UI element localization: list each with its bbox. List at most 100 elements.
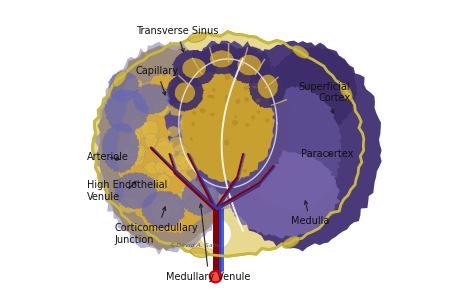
- Text: Corticomedullary
Junction: Corticomedullary Junction: [114, 207, 198, 245]
- Ellipse shape: [210, 113, 215, 117]
- PathPatch shape: [155, 159, 170, 175]
- PathPatch shape: [176, 155, 199, 184]
- PathPatch shape: [228, 45, 271, 84]
- PathPatch shape: [172, 50, 217, 87]
- Circle shape: [210, 270, 222, 283]
- Ellipse shape: [190, 137, 193, 141]
- Ellipse shape: [207, 95, 212, 98]
- PathPatch shape: [167, 126, 179, 137]
- PathPatch shape: [154, 140, 175, 164]
- Ellipse shape: [251, 116, 255, 120]
- PathPatch shape: [114, 172, 158, 210]
- PathPatch shape: [180, 114, 195, 132]
- PathPatch shape: [122, 153, 136, 166]
- PathPatch shape: [98, 45, 235, 251]
- PathPatch shape: [123, 77, 144, 102]
- PathPatch shape: [145, 133, 158, 148]
- Ellipse shape: [243, 169, 247, 172]
- Ellipse shape: [225, 95, 230, 102]
- PathPatch shape: [166, 74, 204, 112]
- Text: High Endothelial
Venule: High Endothelial Venule: [87, 180, 167, 202]
- Ellipse shape: [232, 120, 238, 125]
- Text: Transverse Sinus: Transverse Sinus: [136, 26, 218, 52]
- Ellipse shape: [221, 120, 224, 122]
- PathPatch shape: [164, 164, 182, 177]
- Ellipse shape: [192, 111, 196, 115]
- PathPatch shape: [151, 200, 173, 226]
- Ellipse shape: [244, 86, 249, 90]
- PathPatch shape: [170, 103, 187, 116]
- Ellipse shape: [189, 157, 194, 161]
- PathPatch shape: [210, 50, 234, 67]
- Ellipse shape: [235, 115, 237, 119]
- Ellipse shape: [224, 140, 229, 146]
- PathPatch shape: [175, 82, 195, 103]
- Text: ©David A. Sabo: ©David A. Sabo: [170, 244, 220, 249]
- Text: Arteriole: Arteriole: [87, 152, 128, 162]
- PathPatch shape: [237, 55, 261, 75]
- Ellipse shape: [245, 97, 249, 102]
- Ellipse shape: [257, 110, 260, 114]
- PathPatch shape: [160, 196, 181, 219]
- Ellipse shape: [255, 99, 261, 102]
- PathPatch shape: [104, 89, 149, 133]
- PathPatch shape: [117, 74, 223, 234]
- PathPatch shape: [141, 190, 185, 229]
- PathPatch shape: [164, 41, 291, 197]
- Ellipse shape: [253, 86, 256, 88]
- PathPatch shape: [189, 180, 200, 190]
- PathPatch shape: [182, 64, 275, 183]
- Ellipse shape: [292, 46, 309, 58]
- PathPatch shape: [95, 41, 241, 255]
- PathPatch shape: [144, 161, 160, 175]
- Ellipse shape: [211, 95, 215, 99]
- PathPatch shape: [128, 114, 149, 140]
- Ellipse shape: [200, 108, 206, 113]
- PathPatch shape: [169, 154, 190, 172]
- PathPatch shape: [200, 43, 244, 75]
- PathPatch shape: [171, 144, 189, 165]
- Ellipse shape: [225, 73, 230, 80]
- PathPatch shape: [92, 32, 364, 256]
- Ellipse shape: [265, 119, 270, 122]
- PathPatch shape: [180, 115, 197, 130]
- Ellipse shape: [200, 218, 231, 249]
- PathPatch shape: [212, 41, 382, 251]
- PathPatch shape: [108, 71, 139, 103]
- Text: Paracortex: Paracortex: [301, 149, 354, 159]
- PathPatch shape: [152, 99, 172, 117]
- Ellipse shape: [113, 71, 127, 87]
- PathPatch shape: [257, 75, 278, 99]
- Text: Superficial
Cortex: Superficial Cortex: [299, 82, 350, 114]
- PathPatch shape: [181, 178, 219, 217]
- PathPatch shape: [177, 145, 199, 171]
- PathPatch shape: [191, 117, 207, 133]
- PathPatch shape: [125, 92, 142, 106]
- PathPatch shape: [118, 195, 139, 213]
- PathPatch shape: [180, 183, 197, 197]
- PathPatch shape: [132, 83, 170, 115]
- PathPatch shape: [248, 64, 287, 108]
- PathPatch shape: [242, 86, 342, 210]
- PathPatch shape: [101, 123, 140, 174]
- PathPatch shape: [128, 131, 141, 148]
- PathPatch shape: [149, 196, 162, 213]
- Ellipse shape: [191, 248, 209, 257]
- Circle shape: [211, 273, 219, 281]
- Ellipse shape: [283, 237, 300, 248]
- PathPatch shape: [168, 136, 187, 152]
- PathPatch shape: [192, 145, 214, 160]
- Ellipse shape: [340, 83, 352, 100]
- PathPatch shape: [132, 143, 146, 158]
- PathPatch shape: [174, 192, 188, 202]
- PathPatch shape: [227, 150, 340, 238]
- Text: Medulla: Medulla: [291, 201, 329, 226]
- Text: Medullary Venule: Medullary Venule: [166, 204, 251, 282]
- PathPatch shape: [130, 148, 145, 167]
- PathPatch shape: [157, 137, 170, 147]
- PathPatch shape: [270, 47, 357, 133]
- Ellipse shape: [191, 122, 195, 126]
- PathPatch shape: [141, 120, 159, 140]
- PathPatch shape: [179, 117, 199, 141]
- PathPatch shape: [122, 146, 137, 157]
